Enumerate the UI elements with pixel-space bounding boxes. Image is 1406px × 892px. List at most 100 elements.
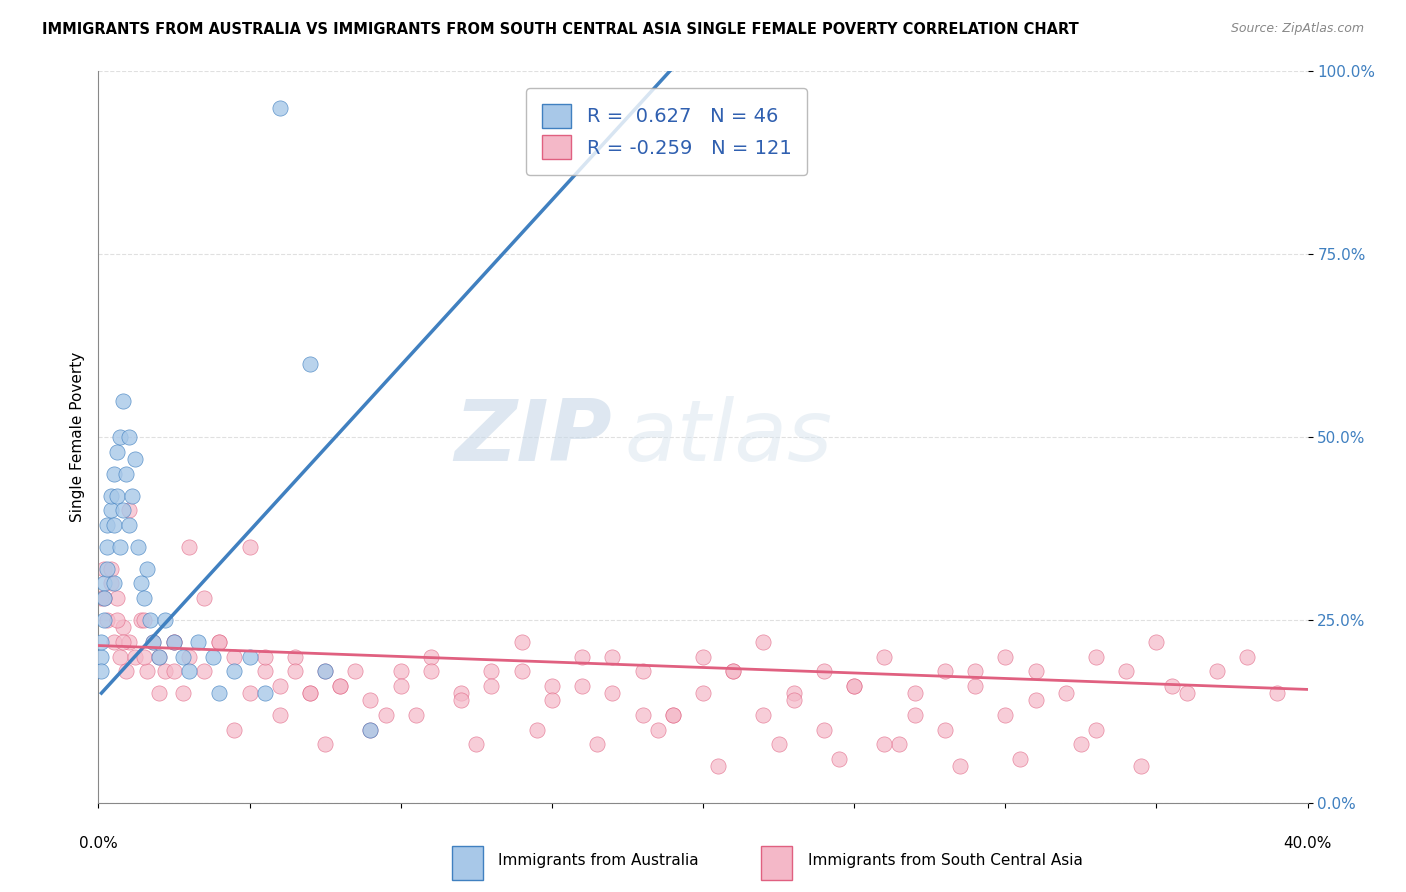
Point xyxy=(172,649,194,664)
Point xyxy=(153,664,176,678)
Point xyxy=(111,503,134,517)
Point xyxy=(314,664,336,678)
Point xyxy=(114,664,136,678)
Point xyxy=(873,737,896,751)
Point xyxy=(374,708,396,723)
Point xyxy=(1236,649,1258,664)
Y-axis label: Single Female Poverty: Single Female Poverty xyxy=(69,352,84,522)
Text: atlas: atlas xyxy=(624,395,832,479)
Point xyxy=(540,693,562,707)
Point xyxy=(389,679,412,693)
Point xyxy=(723,664,745,678)
Point xyxy=(1024,664,1046,678)
FancyBboxPatch shape xyxy=(762,846,793,880)
Point xyxy=(586,737,609,751)
Point xyxy=(90,649,112,664)
Point xyxy=(172,686,194,700)
Point xyxy=(129,613,152,627)
Point xyxy=(647,723,669,737)
Point xyxy=(1206,664,1229,678)
Point xyxy=(208,635,231,649)
Point xyxy=(179,649,201,664)
Point xyxy=(1085,649,1108,664)
Point xyxy=(314,664,336,678)
Point xyxy=(96,562,118,576)
Point xyxy=(284,664,307,678)
Point xyxy=(510,635,533,649)
Point xyxy=(105,591,128,605)
Point xyxy=(269,708,291,723)
Point xyxy=(783,693,806,707)
Point xyxy=(768,737,790,751)
Point xyxy=(1160,679,1182,693)
Point xyxy=(118,635,141,649)
Point xyxy=(105,613,128,627)
Point xyxy=(153,613,176,627)
Point xyxy=(135,664,157,678)
Point xyxy=(163,635,186,649)
Point xyxy=(994,649,1017,664)
Point xyxy=(163,635,186,649)
Point xyxy=(100,562,122,576)
Point xyxy=(904,708,927,723)
Point xyxy=(1070,737,1092,751)
Point xyxy=(510,664,533,678)
Point xyxy=(118,503,141,517)
Point xyxy=(111,620,134,634)
Point xyxy=(360,723,382,737)
Point xyxy=(269,101,291,115)
Point xyxy=(994,708,1017,723)
Point xyxy=(360,693,382,707)
Point xyxy=(752,635,775,649)
Point xyxy=(124,649,146,664)
Text: Immigrants from South Central Asia: Immigrants from South Central Asia xyxy=(807,853,1083,868)
Point xyxy=(253,664,276,678)
Point xyxy=(707,759,730,773)
Point xyxy=(179,540,201,554)
Point xyxy=(1130,759,1153,773)
Point xyxy=(752,708,775,723)
Point xyxy=(661,708,683,723)
Text: IMMIGRANTS FROM AUSTRALIA VS IMMIGRANTS FROM SOUTH CENTRAL ASIA SINGLE FEMALE PO: IMMIGRANTS FROM AUSTRALIA VS IMMIGRANTS … xyxy=(42,22,1078,37)
Point xyxy=(602,686,624,700)
Point xyxy=(103,635,125,649)
Text: 0.0%: 0.0% xyxy=(79,836,118,851)
Point xyxy=(108,430,131,444)
Point xyxy=(329,679,352,693)
Point xyxy=(90,591,112,605)
Point xyxy=(481,679,503,693)
Point xyxy=(344,664,367,678)
Point xyxy=(100,503,122,517)
Point xyxy=(187,635,209,649)
Point xyxy=(108,649,131,664)
Text: ZIP: ZIP xyxy=(454,395,613,479)
Point xyxy=(90,664,112,678)
FancyBboxPatch shape xyxy=(453,846,484,880)
Point xyxy=(631,708,654,723)
Point xyxy=(844,679,866,693)
Point xyxy=(100,489,122,503)
Point xyxy=(540,679,562,693)
Point xyxy=(105,444,128,458)
Point xyxy=(96,613,118,627)
Point xyxy=(420,649,443,664)
Point xyxy=(965,679,987,693)
Point xyxy=(450,686,472,700)
Point xyxy=(111,393,134,408)
Point xyxy=(127,540,149,554)
Point xyxy=(299,686,322,700)
Point xyxy=(202,649,225,664)
Point xyxy=(360,723,382,737)
Point xyxy=(148,649,170,664)
Point xyxy=(465,737,488,751)
Point xyxy=(723,664,745,678)
Point xyxy=(224,723,246,737)
Point xyxy=(965,664,987,678)
Point xyxy=(314,737,336,751)
Point xyxy=(208,635,231,649)
Point xyxy=(108,540,131,554)
Point xyxy=(631,664,654,678)
Point xyxy=(148,686,170,700)
Point xyxy=(526,723,548,737)
Point xyxy=(420,664,443,678)
